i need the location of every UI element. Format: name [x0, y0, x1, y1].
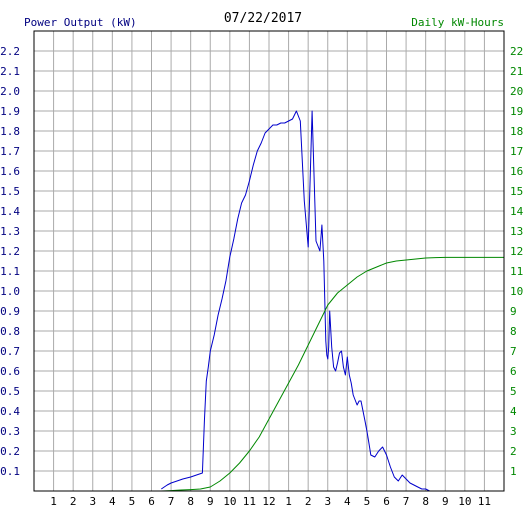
x-tick-label: 11	[478, 495, 491, 508]
left-tick-label: 1.3	[0, 225, 20, 238]
x-tick-label: 12	[262, 495, 275, 508]
x-tick-label: 2	[70, 495, 77, 508]
right-axis-label: Daily kW-Hours	[411, 16, 504, 29]
x-tick-label: 8	[187, 495, 194, 508]
grid-lines	[34, 31, 504, 491]
left-tick-label: 1.9	[0, 105, 20, 118]
right-tick-label: 19	[510, 105, 523, 118]
x-tick-label: 3	[324, 495, 331, 508]
right-tick-label: 22	[510, 45, 523, 58]
right-tick-label: 11	[510, 265, 523, 278]
x-tick-label: 9	[207, 495, 214, 508]
x-tick-label: 7	[403, 495, 410, 508]
left-tick-label: 1.6	[0, 165, 20, 178]
right-tick-label: 18	[510, 125, 523, 138]
x-tick-label: 5	[129, 495, 136, 508]
plot-frame	[33, 30, 505, 492]
x-tick-label: 9	[442, 495, 449, 508]
left-tick-label: 0.7	[0, 345, 20, 358]
x-tick-label: 4	[109, 495, 116, 508]
right-tick-label: 1	[510, 465, 517, 478]
left-tick-label: 2.0	[0, 85, 20, 98]
right-tick-label: 4	[510, 405, 517, 418]
energy-series-line	[161, 256, 504, 492]
right-tick-label: 16	[510, 165, 523, 178]
right-tick-label: 2	[510, 445, 517, 458]
x-tick-label: 10	[458, 495, 471, 508]
right-tick-label: 7	[510, 345, 517, 358]
x-tick-label: 4	[344, 495, 351, 508]
right-tick-label: 9	[510, 305, 517, 318]
left-tick-label: 0.1	[0, 465, 20, 478]
x-axis-ticks: 1 2 3 4 5 6 7 8 9 10 11 12 1 2 3 4 5 6 7 8 9 10 11	[50, 495, 491, 508]
left-axis-ticks: 0.1 0.2 0.3 0.4 0.5 0.6 0.7 0.8 0.9 1.0 1.1 1.2 1.3 1…	[0, 45, 20, 478]
right-tick-label: 21	[510, 65, 523, 78]
left-tick-label: 0.9	[0, 305, 20, 318]
left-tick-label: 0.8	[0, 325, 20, 338]
right-tick-label: 12	[510, 245, 523, 258]
left-tick-label: 0.6	[0, 365, 20, 378]
power-series-line	[161, 110, 457, 492]
x-tick-label: 6	[383, 495, 390, 508]
series-lines	[161, 110, 504, 492]
x-tick-label: 8	[422, 495, 429, 508]
x-tick-label: 1	[285, 495, 292, 508]
right-tick-label: 8	[510, 325, 517, 338]
left-tick-label: 1.5	[0, 185, 20, 198]
right-tick-label: 6	[510, 365, 517, 378]
right-tick-label: 14	[510, 205, 524, 218]
x-tick-label: 5	[364, 495, 371, 508]
left-tick-label: 1.4	[0, 205, 20, 218]
left-tick-label: 1.0	[0, 285, 20, 298]
x-tick-label: 10	[223, 495, 236, 508]
right-tick-label: 10	[510, 285, 523, 298]
left-axis-label: Power Output (kW)	[24, 16, 137, 29]
x-tick-label: 7	[168, 495, 175, 508]
left-tick-label: 1.7	[0, 145, 20, 158]
right-tick-label: 13	[510, 225, 523, 238]
right-tick-label: 17	[510, 145, 523, 158]
left-tick-label: 1.1	[0, 265, 20, 278]
x-tick-label: 2	[305, 495, 312, 508]
left-tick-label: 1.2	[0, 245, 20, 258]
right-tick-label: 5	[510, 385, 517, 398]
chart-title: 07/22/2017	[224, 11, 302, 26]
right-tick-label: 3	[510, 425, 517, 438]
left-tick-label: 2.1	[0, 65, 20, 78]
x-tick-label: 1	[50, 495, 57, 508]
x-tick-label: 6	[148, 495, 155, 508]
x-tick-label: 11	[243, 495, 256, 508]
left-tick-label: 0.4	[0, 405, 20, 418]
left-tick-label: 0.3	[0, 425, 20, 438]
left-tick-label: 1.8	[0, 125, 20, 138]
left-tick-label: 0.5	[0, 385, 20, 398]
right-tick-label: 15	[510, 185, 523, 198]
left-tick-label: 2.2	[0, 45, 20, 58]
left-tick-label: 0.2	[0, 445, 20, 458]
x-tick-label: 3	[89, 495, 96, 508]
right-tick-label: 20	[510, 85, 523, 98]
